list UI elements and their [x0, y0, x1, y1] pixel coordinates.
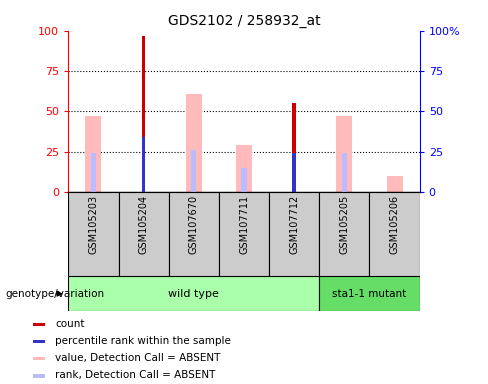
Text: GSM105203: GSM105203 — [88, 195, 99, 254]
Bar — [85, 116, 102, 192]
Bar — [219, 192, 269, 276]
Bar — [33, 340, 45, 343]
Bar — [33, 323, 45, 326]
Bar — [292, 153, 296, 192]
Bar — [119, 192, 169, 276]
Bar — [68, 192, 119, 276]
Bar — [142, 137, 145, 192]
Bar — [292, 103, 296, 192]
Bar — [169, 192, 219, 276]
Text: percentile rank within the sample: percentile rank within the sample — [55, 336, 231, 346]
Text: value, Detection Call = ABSENT: value, Detection Call = ABSENT — [55, 353, 221, 363]
Bar — [269, 192, 319, 276]
Bar — [186, 94, 202, 192]
Bar — [342, 153, 347, 192]
Text: GSM105204: GSM105204 — [139, 195, 149, 254]
Bar — [386, 176, 403, 192]
Text: GSM107670: GSM107670 — [189, 195, 199, 254]
Text: GSM105206: GSM105206 — [389, 195, 400, 254]
Bar — [369, 192, 420, 276]
Bar — [319, 276, 420, 311]
Bar — [33, 374, 45, 378]
Text: GSM107711: GSM107711 — [239, 195, 249, 254]
Text: GSM105205: GSM105205 — [339, 195, 349, 254]
Bar — [242, 168, 246, 192]
Bar — [236, 145, 252, 192]
Text: rank, Detection Call = ABSENT: rank, Detection Call = ABSENT — [55, 370, 216, 381]
Bar — [336, 116, 352, 192]
Title: GDS2102 / 258932_at: GDS2102 / 258932_at — [168, 14, 320, 28]
Text: wild type: wild type — [168, 289, 219, 299]
Bar — [319, 192, 369, 276]
Text: sta1-1 mutant: sta1-1 mutant — [332, 289, 407, 299]
Text: count: count — [55, 318, 84, 329]
Text: GSM107712: GSM107712 — [289, 195, 299, 254]
Bar — [68, 276, 319, 311]
Bar — [91, 153, 96, 192]
Text: genotype/variation: genotype/variation — [5, 289, 104, 299]
Bar — [142, 36, 145, 192]
Bar — [33, 357, 45, 361]
Bar — [191, 150, 196, 192]
